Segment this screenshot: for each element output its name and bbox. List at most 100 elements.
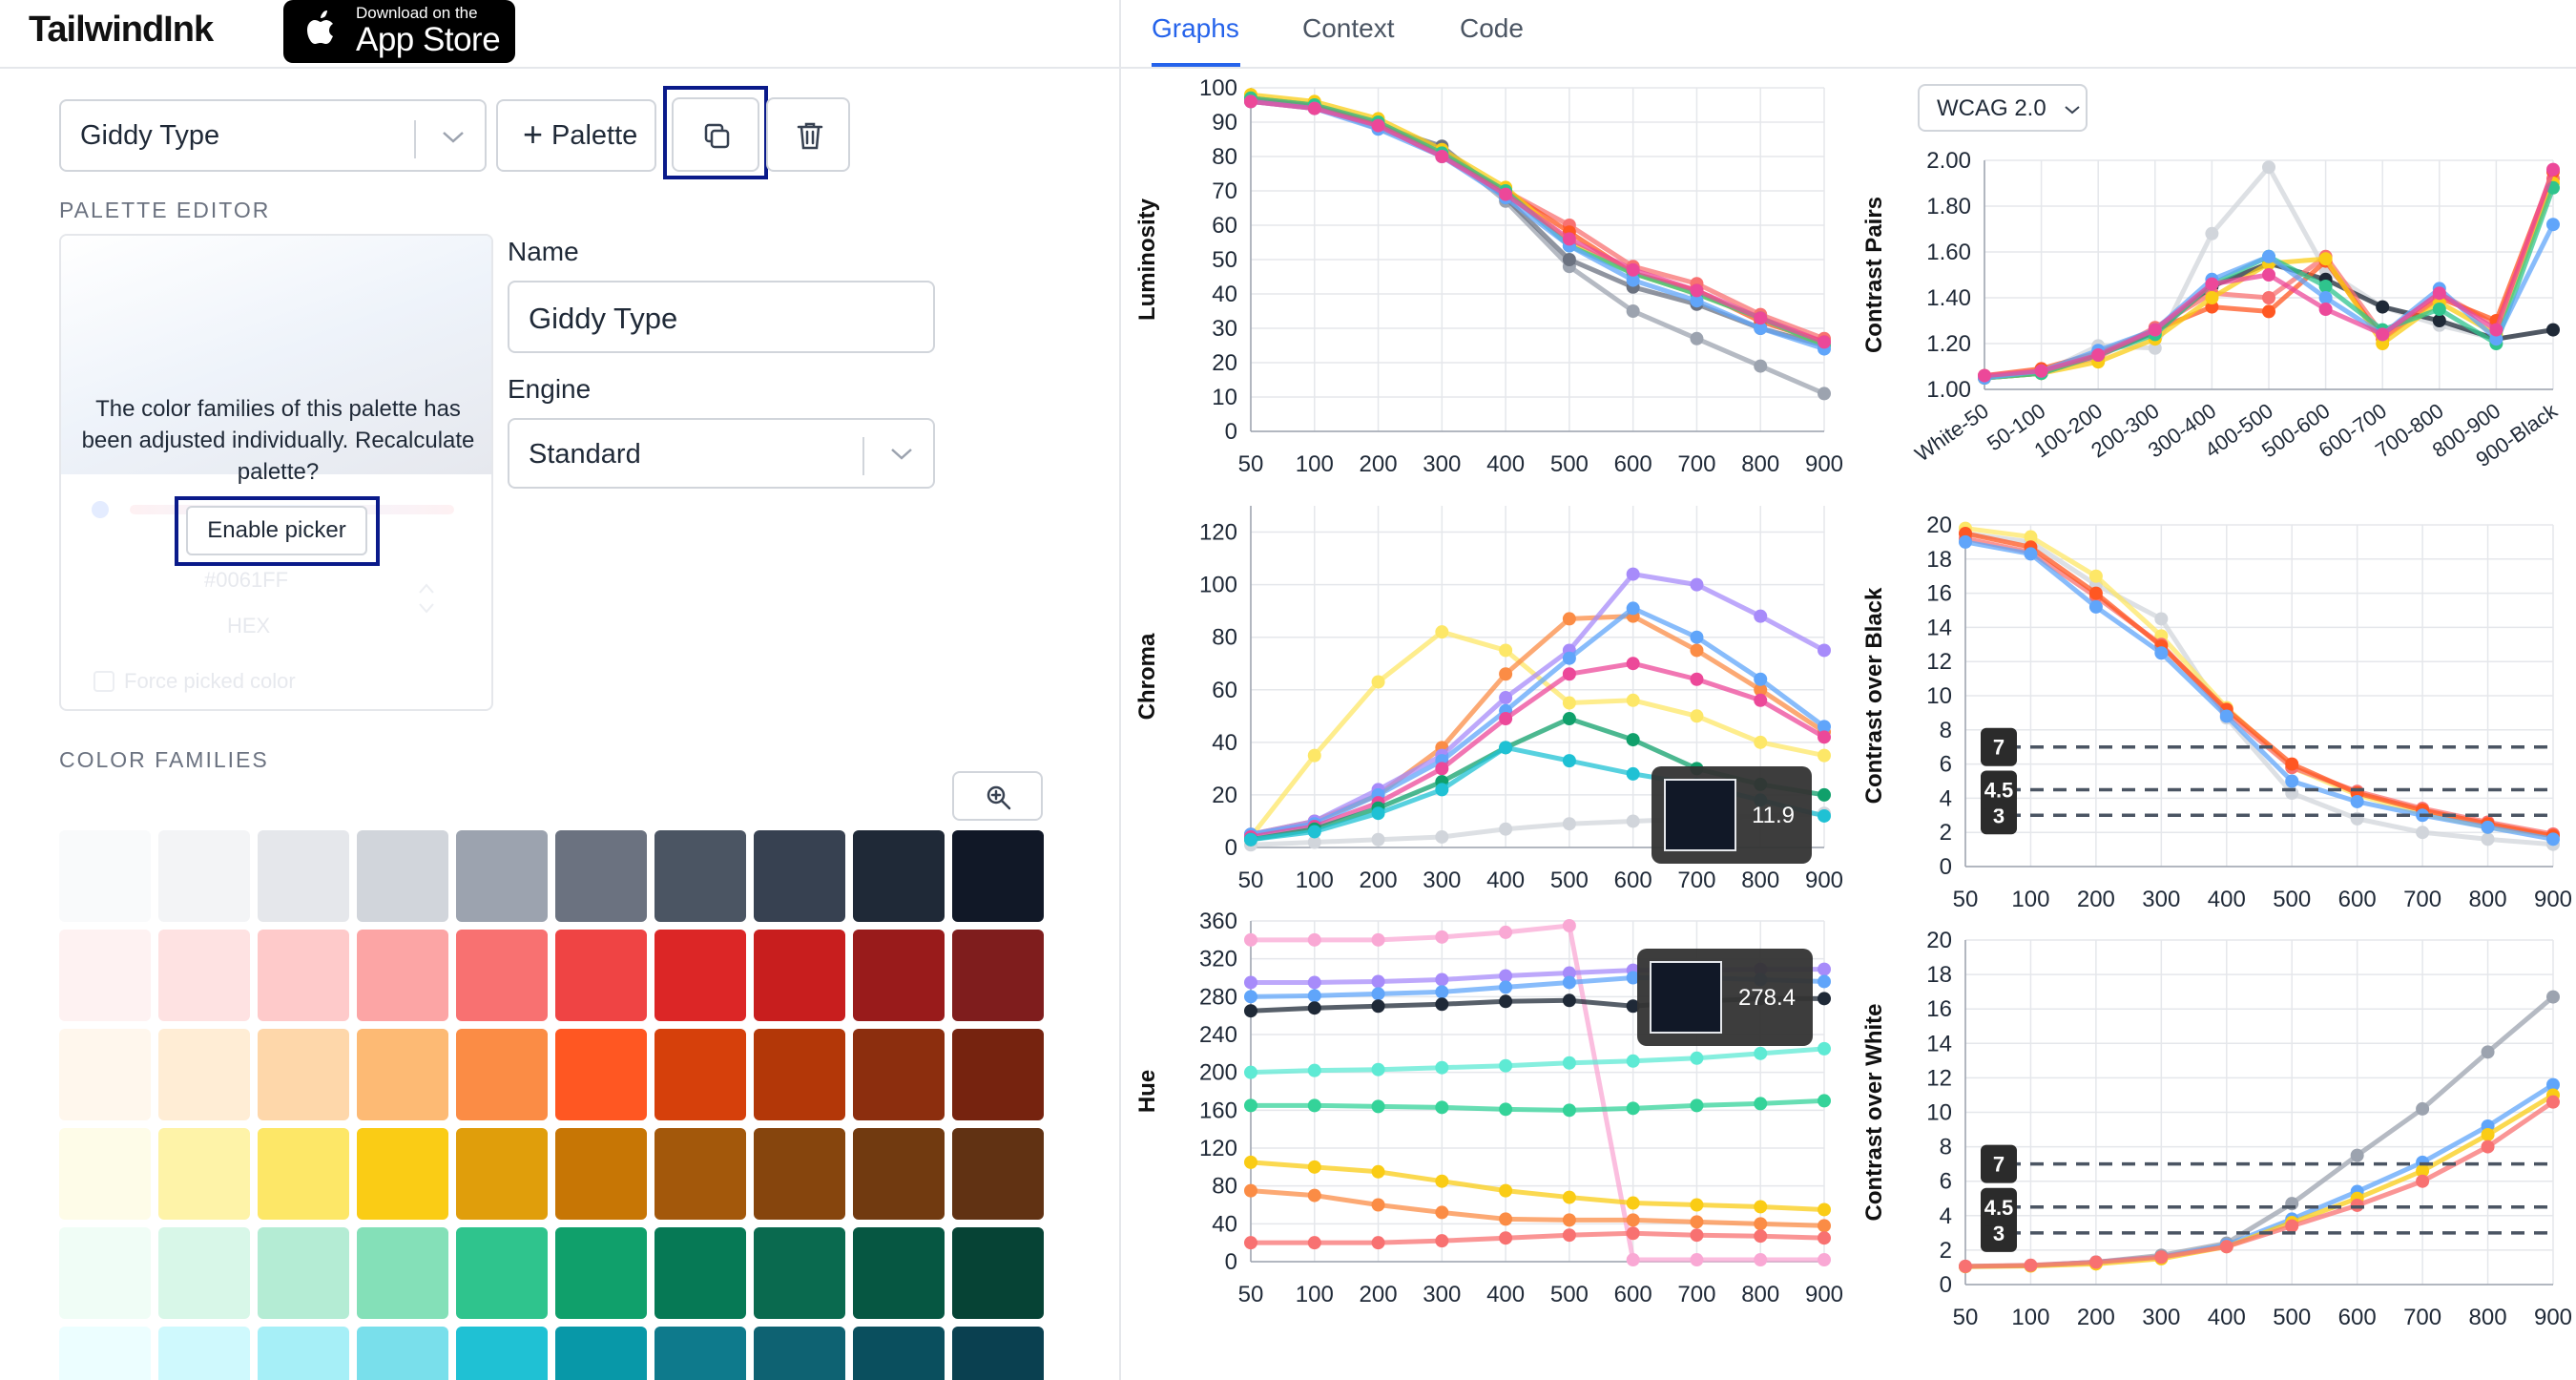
wcag-select[interactable]: WCAG 2.0 [1918, 84, 2088, 132]
color-swatch[interactable] [853, 1227, 945, 1319]
color-swatch[interactable] [59, 830, 151, 922]
color-swatch[interactable] [654, 930, 746, 1021]
color-swatch[interactable] [258, 930, 349, 1021]
color-swatch[interactable] [357, 1227, 448, 1319]
color-swatch[interactable] [158, 930, 250, 1021]
color-swatch[interactable] [357, 1327, 448, 1380]
color-swatch[interactable] [555, 1327, 647, 1380]
color-swatch[interactable] [952, 1128, 1044, 1220]
color-swatch[interactable] [952, 930, 1044, 1021]
color-swatch[interactable] [258, 1227, 349, 1319]
color-swatch[interactable] [158, 1128, 250, 1220]
color-swatch[interactable] [59, 1327, 151, 1380]
color-swatch[interactable] [754, 1327, 845, 1380]
data-point [1818, 387, 1831, 401]
color-swatch[interactable] [853, 1029, 945, 1120]
y-tick-label: 16 [1926, 581, 1952, 607]
color-swatch[interactable] [158, 830, 250, 922]
color-swatch[interactable] [754, 830, 845, 922]
x-tick-label: 200 [2077, 887, 2115, 912]
color-swatch[interactable] [258, 1327, 349, 1380]
y-tick-label: 0 [1940, 854, 1952, 880]
x-tick-label: 100 [1296, 1282, 1334, 1307]
data-point [2318, 252, 2333, 266]
palette-select[interactable]: Giddy Type [59, 99, 487, 172]
color-swatch[interactable] [952, 1227, 1044, 1319]
data-point [2034, 364, 2048, 378]
color-swatch[interactable] [654, 1128, 746, 1220]
color-swatch[interactable] [952, 1327, 1044, 1380]
add-palette-button[interactable]: + Palette [496, 99, 656, 172]
y-tick-label: 12 [1926, 649, 1952, 675]
color-swatch[interactable] [59, 930, 151, 1021]
color-swatch[interactable] [952, 830, 1044, 922]
color-swatch[interactable] [59, 1128, 151, 1220]
color-swatch[interactable] [853, 1128, 945, 1220]
apple-icon [307, 10, 333, 44]
color-swatch[interactable] [853, 930, 945, 1021]
data-point [2148, 323, 2162, 337]
color-swatch[interactable] [357, 1128, 448, 1220]
y-tick-label: 2.00 [1926, 148, 1971, 174]
x-tick-label: 700 [1677, 868, 1715, 893]
color-swatch[interactable] [555, 1029, 647, 1120]
color-swatch[interactable] [59, 1029, 151, 1120]
tab-code[interactable]: Code [1460, 13, 1524, 43]
color-swatch[interactable] [555, 930, 647, 1021]
color-swatch[interactable] [158, 1029, 250, 1120]
color-swatch[interactable] [258, 830, 349, 922]
data-point [1562, 667, 1576, 681]
copy-palette-button[interactable] [672, 97, 759, 172]
color-swatch[interactable] [754, 1227, 845, 1319]
color-swatch[interactable] [754, 930, 845, 1021]
stepper-icon [419, 583, 434, 614]
color-swatch[interactable] [555, 830, 647, 922]
series-line [1964, 539, 2554, 842]
color-swatch[interactable] [357, 1029, 448, 1120]
y-tick-label: 1.00 [1926, 377, 1971, 403]
color-swatch[interactable] [357, 930, 448, 1021]
data-point [1371, 675, 1385, 689]
color-swatch[interactable] [158, 1327, 250, 1380]
engine-select[interactable]: Standard [508, 418, 935, 489]
color-swatch[interactable] [654, 1227, 746, 1319]
name-input[interactable]: Giddy Type [508, 281, 935, 353]
delete-palette-button[interactable] [766, 97, 850, 172]
data-point [1499, 712, 1513, 726]
color-swatch[interactable] [952, 1029, 1044, 1120]
color-swatch[interactable] [853, 1327, 945, 1380]
color-swatch[interactable] [258, 1029, 349, 1120]
data-point [2205, 300, 2219, 314]
x-tick-label: 50 [1238, 451, 1264, 477]
tab-context[interactable]: Context [1302, 13, 1395, 43]
data-point [1499, 1212, 1513, 1226]
color-swatch[interactable] [555, 1128, 647, 1220]
recalculate-message[interactable]: The color families of this palette has b… [81, 396, 475, 485]
color-swatch[interactable] [158, 1227, 250, 1319]
color-swatch[interactable] [853, 830, 945, 922]
color-swatch[interactable] [754, 1128, 845, 1220]
color-swatch[interactable] [456, 1029, 548, 1120]
data-point [2350, 1198, 2364, 1212]
color-swatch[interactable] [555, 1227, 647, 1319]
data-point [1690, 294, 1704, 308]
color-swatch[interactable] [456, 1227, 548, 1319]
color-swatch[interactable] [654, 1327, 746, 1380]
color-swatch[interactable] [456, 1128, 548, 1220]
zoom-button[interactable] [952, 771, 1043, 821]
color-swatch[interactable] [258, 1128, 349, 1220]
enable-picker-button[interactable]: Enable picker [186, 506, 367, 555]
color-swatch[interactable] [456, 830, 548, 922]
color-swatch[interactable] [654, 1029, 746, 1120]
color-swatch[interactable] [357, 830, 448, 922]
color-swatch[interactable] [456, 930, 548, 1021]
color-swatch[interactable] [456, 1327, 548, 1380]
app-store-badge[interactable]: Download on the App Store [283, 0, 515, 63]
data-point [1562, 1056, 1576, 1070]
color-swatch[interactable] [754, 1029, 845, 1120]
threshold-badge [1981, 1144, 2017, 1183]
app-logo[interactable]: TailwindInk [29, 10, 214, 50]
color-swatch[interactable] [59, 1227, 151, 1319]
tab-graphs[interactable]: Graphs [1152, 13, 1239, 43]
color-swatch[interactable] [654, 830, 746, 922]
